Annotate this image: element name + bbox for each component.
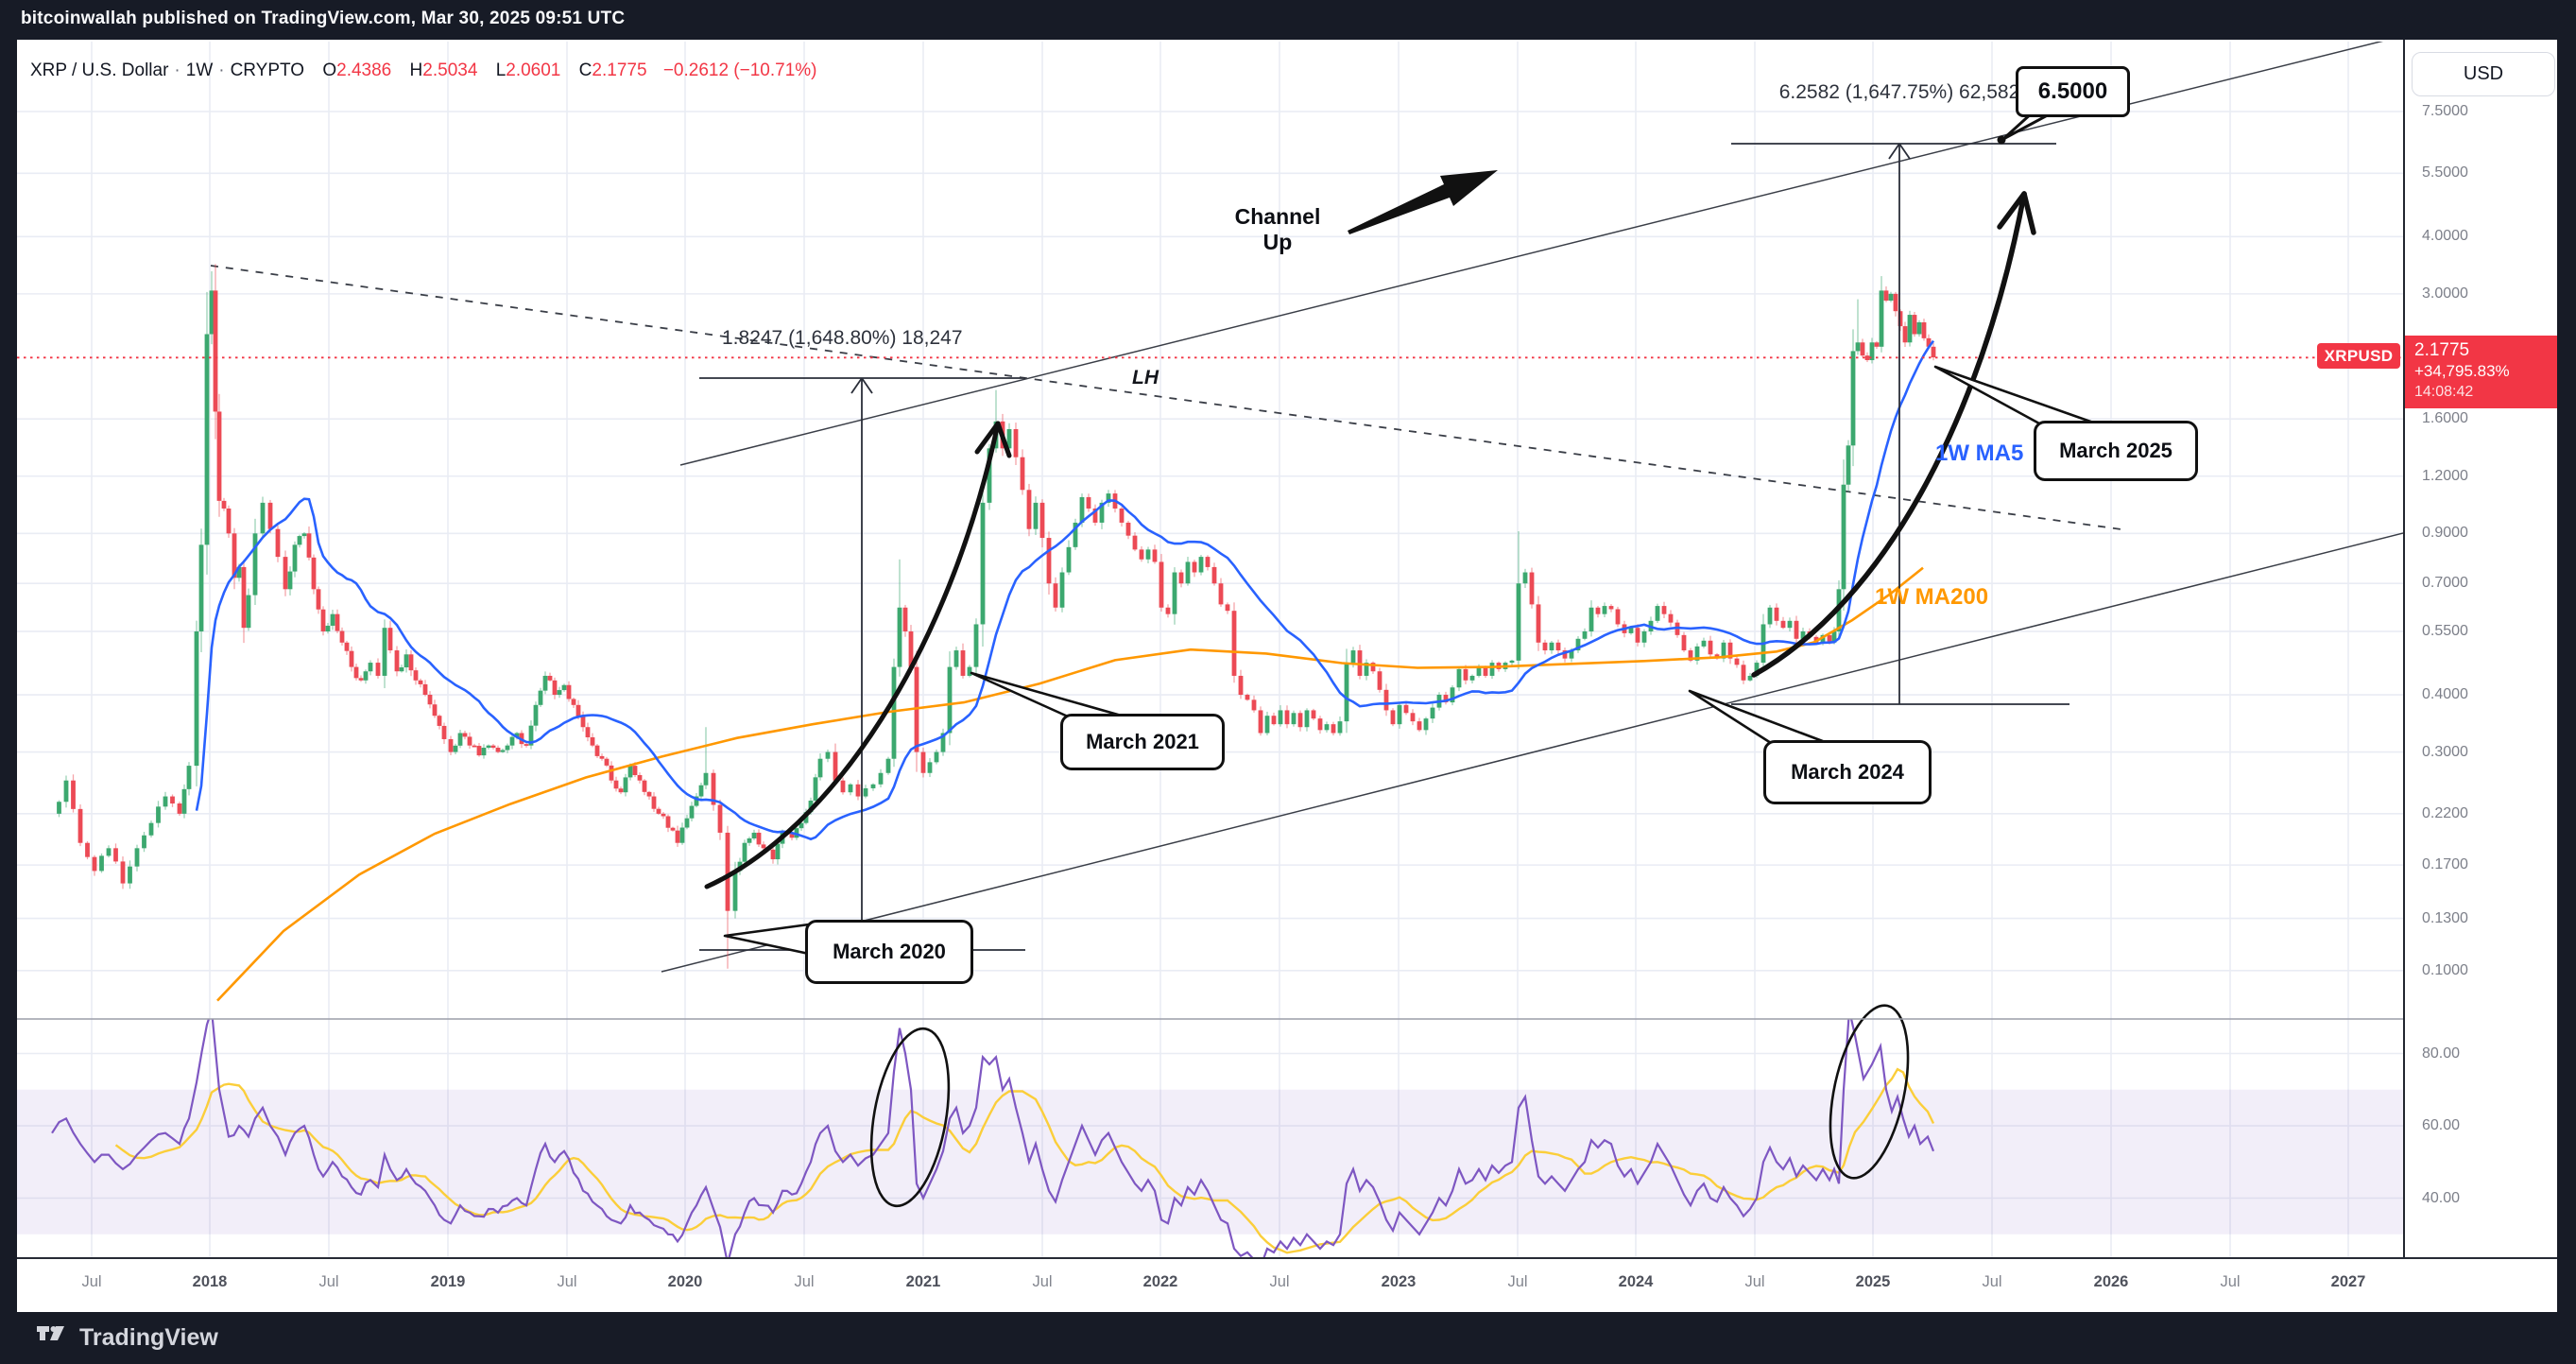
time-tick-Jul-600: Jul: [557, 1273, 577, 1290]
descending-dashed-trendline: [210, 265, 2122, 530]
price-tick-0.3000: 0.3000: [2422, 743, 2468, 760]
interval[interactable]: 1W: [185, 60, 214, 80]
open-value: 2.4386: [336, 60, 392, 80]
rsi-tick-60.00: 60.00: [2422, 1117, 2461, 1133]
candlestick-series: [57, 264, 1936, 969]
price-tick-0.1000: 0.1000: [2422, 961, 2468, 978]
price-tick-1.6000: 1.6000: [2422, 410, 2468, 427]
time-tick-Jul-348: Jul: [318, 1273, 339, 1290]
channel-lower-line: [661, 532, 2403, 973]
price-tick-5.5000: 5.5000: [2422, 164, 2468, 181]
time-tick-Jul-1354: Jul: [1269, 1273, 1290, 1290]
publish-attribution: bitcoinwallah published on TradingView.c…: [21, 9, 626, 28]
callout-march-2025[interactable]: March 2025: [2034, 421, 2198, 481]
price-tick-0.9000: 0.9000: [2422, 525, 2468, 542]
rsi-ma-line: [114, 1067, 1935, 1254]
lower-high-label: LH: [1132, 367, 1159, 388]
rsi-line: [51, 1019, 1935, 1257]
symbol-name[interactable]: XRP / U.S. Dollar: [30, 60, 169, 80]
time-tick-2024-1731: 2024: [1618, 1273, 1654, 1290]
callout-march-2024[interactable]: March 2024: [1763, 740, 1932, 804]
top-bar: [0, 0, 2576, 40]
time-tick-2019-474: 2019: [430, 1273, 466, 1290]
close-label: C: [578, 60, 592, 80]
left-frame: [0, 40, 17, 1312]
low-label: L: [495, 60, 507, 80]
rsi-band: [17, 1089, 2403, 1235]
gridlines: [17, 42, 2403, 1257]
last-price: 2.1775: [2414, 340, 2470, 360]
ma5-line: [195, 339, 1935, 841]
callout-march-2020[interactable]: March 2020: [805, 920, 973, 984]
price-target-dot: [1997, 135, 2006, 145]
price-tick-1.2000: 1.2000: [2422, 467, 2468, 484]
bottom-bar: [0, 1312, 2576, 1364]
price-tick-0.4000: 0.4000: [2422, 686, 2468, 703]
price-scale[interactable]: 7.5000 5.5000 4.0000 3.0000 1.6000 1.2000 0.90…: [2403, 40, 2559, 1257]
open-label: O: [322, 60, 337, 80]
time-tick-Jul-2360: Jul: [2220, 1273, 2241, 1290]
tradingview-logo[interactable]: TradingView: [36, 1323, 218, 1352]
time-tick-2022-1228: 2022: [1142, 1273, 1178, 1290]
curved-arrow-2024-2025: [1751, 191, 2036, 678]
channel-up-label: Channel Up: [1234, 204, 1321, 254]
rsi-tick-80.00: 80.00: [2422, 1045, 2461, 1062]
time-tick-2020-725: 2020: [667, 1273, 703, 1290]
symbol-price-flag: XRPUSD: [2317, 343, 2400, 369]
symbol-header: XRP / U.S. Dollar · 1W · CRYPTO O2.4386 H2.5…: [30, 60, 817, 80]
high-value: 2.5034: [422, 60, 478, 80]
curved-arrow-2020-2021: [704, 421, 1012, 889]
time-tick-Jul-1103: Jul: [1032, 1273, 1053, 1290]
rsi-highlight-ellipse-2: [1829, 1004, 1910, 1180]
channel-upper-line: [679, 42, 2384, 466]
change-value: −0.2612 (−10.71%): [662, 60, 817, 80]
time-tick-Jul-851: Jul: [794, 1273, 815, 1290]
last-price-axis-badge: 2.1775 +34,795.83% 14:08:42: [2405, 336, 2564, 408]
change-percent: +34,795.83%: [2414, 362, 2510, 380]
time-tick-2027-2485: 2027: [2330, 1273, 2366, 1290]
trendlines: [210, 42, 2403, 973]
time-tick-Jul-2108: Jul: [1982, 1273, 2002, 1290]
price-tick-0.1300: 0.1300: [2422, 909, 2468, 926]
price-tick-3.0000: 3.0000: [2422, 285, 2468, 302]
measurement-label-2021: 1.8247 (1,648.80%) 18,247: [722, 327, 963, 349]
price-tick-0.1700: 0.1700: [2422, 856, 2468, 873]
tradingview-logo-icon: [37, 1326, 64, 1340]
ma5-label: 1W MA5: [1935, 440, 2024, 466]
currency-toggle-button[interactable]: USD: [2412, 52, 2555, 96]
time-tick-2021-977: 2021: [905, 1273, 941, 1290]
measurement-label-2025: 6.2582 (1,647.75%) 62,582: [1778, 81, 2020, 103]
time-tick-2026-2234: 2026: [2093, 1273, 2129, 1290]
exchange: CRYPTO: [230, 60, 305, 80]
price-target-label[interactable]: 6.5000: [2016, 66, 2130, 117]
time-tick-2023-1480: 2023: [1381, 1273, 1417, 1290]
time-tick-Jul-1606: Jul: [1507, 1273, 1528, 1290]
time-tick-Jul-1857: Jul: [1744, 1273, 1765, 1290]
high-label: H: [409, 60, 423, 80]
right-frame: [2557, 40, 2576, 1312]
march-2024-tail: [1688, 689, 1829, 745]
price-tick-0.5500: 0.5500: [2422, 622, 2468, 639]
close-value: 2.1775: [592, 60, 647, 80]
rsi-tick-40.00: 40.00: [2422, 1189, 2461, 1206]
callout-march-2021[interactable]: March 2021: [1060, 714, 1225, 770]
price-tick-7.5000: 7.5000: [2422, 103, 2468, 119]
rsi-highlight-ellipse-1: [869, 1027, 951, 1208]
time-tick-2025-1982: 2025: [1855, 1273, 1891, 1290]
price-tick-4.0000: 4.0000: [2422, 228, 2468, 245]
low-value: 2.0601: [506, 60, 561, 80]
bar-countdown: 14:08:42: [2414, 384, 2474, 400]
ma200-label: 1W MA200: [1875, 584, 1989, 610]
time-tick-2018-222: 2018: [192, 1273, 228, 1290]
ma200-line: [216, 566, 1924, 1002]
time-scale[interactable]: Jul 2018 Jul 2019 Jul 2020 Jul 2021 Jul 2022 Jul 20…: [17, 1257, 2557, 1314]
channel-up-arrow: [1348, 170, 1498, 234]
price-tick-0.2200: 0.2200: [2422, 804, 2468, 821]
price-tick-0.7000: 0.7000: [2422, 575, 2468, 592]
time-tick-Jul-97: Jul: [81, 1273, 102, 1290]
